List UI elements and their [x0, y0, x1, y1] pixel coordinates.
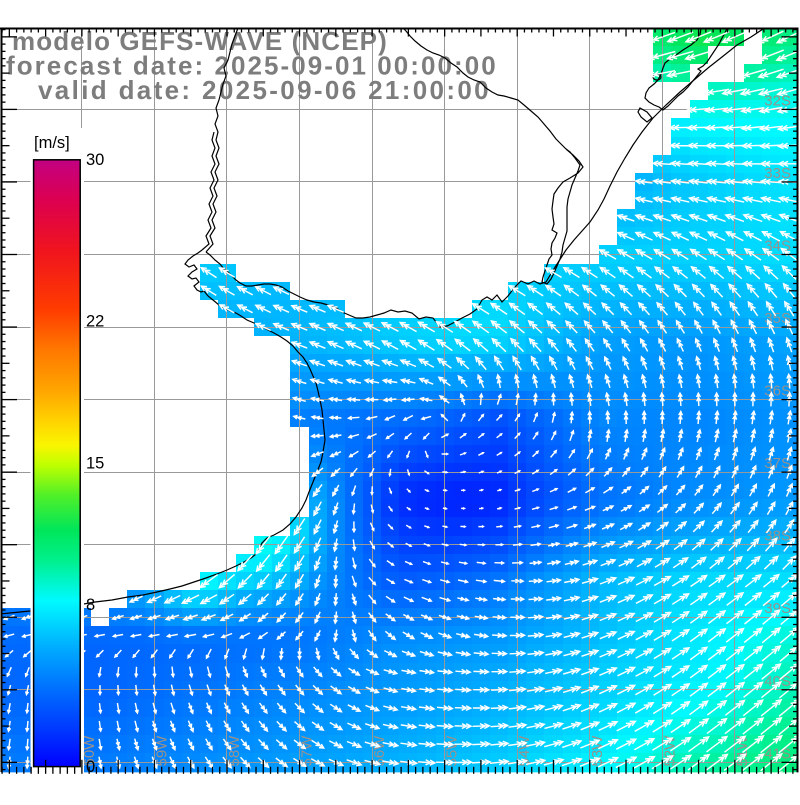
svg-text:38S: 38S: [764, 528, 791, 545]
svg-text:51W: 51W: [734, 735, 751, 767]
svg-text:58W: 58W: [226, 735, 243, 767]
svg-text:39S: 39S: [764, 600, 791, 617]
svg-text:55W: 55W: [444, 735, 461, 767]
svg-text:36S: 36S: [764, 383, 791, 400]
svg-text:valid date: 2025-09-06 21:00:0: valid date: 2025-09-06 21:00:00: [38, 75, 491, 105]
svg-text:22: 22: [86, 313, 104, 331]
svg-text:30: 30: [86, 151, 104, 169]
svg-text:[m/s]: [m/s]: [34, 134, 70, 152]
svg-text:0: 0: [86, 758, 95, 776]
svg-text:40S: 40S: [764, 673, 791, 690]
svg-text:57W: 57W: [299, 735, 316, 767]
svg-text:32S: 32S: [764, 92, 791, 109]
svg-text:33S: 33S: [764, 165, 791, 182]
svg-text:37S: 37S: [764, 455, 791, 472]
svg-text:15: 15: [86, 454, 104, 472]
svg-text:60W: 60W: [81, 735, 98, 767]
svg-text:41S: 41S: [764, 745, 791, 762]
svg-text:forecast date: 2025-09-01 00:0: forecast date: 2025-09-01 00:00:00: [6, 51, 498, 81]
svg-text:8: 8: [86, 596, 95, 614]
svg-text:59W: 59W: [153, 735, 170, 767]
